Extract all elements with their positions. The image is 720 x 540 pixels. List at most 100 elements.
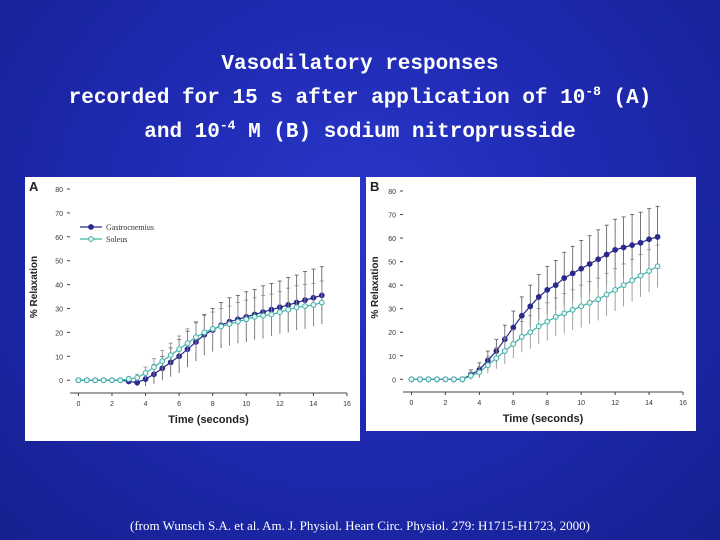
chart-a-soleus-point — [209, 325, 216, 332]
chart-b-soleus-point — [518, 334, 525, 340]
chart-b-soleus-point — [476, 369, 483, 376]
chart-a-soleus-point — [109, 377, 115, 384]
chart-b-soleus-point — [527, 329, 534, 336]
chart-a-soleus-point — [167, 352, 174, 359]
chart-b-soleus-point — [425, 376, 432, 383]
chart-a-ytick-label: 30 — [55, 307, 63, 314]
chart-b-soleus-point — [603, 291, 610, 298]
chart-a-soleus-point — [260, 312, 266, 319]
chart-b-gastrocnemius-point — [646, 236, 652, 243]
chart-b-xtick-label: 6 — [511, 400, 515, 407]
chart-b-soleus-point — [569, 306, 576, 313]
chart-b-gastrocnemius-point — [595, 256, 602, 263]
chart-a-soleus-point — [251, 313, 258, 320]
chart-a-ytick-label: 10 — [55, 354, 63, 361]
chart-b-xtick-label: 2 — [443, 400, 447, 407]
chart-b-ytick-label: 40 — [388, 283, 396, 290]
chart-a-soleus-point — [268, 311, 275, 318]
chart-a-xtick-label: 12 — [276, 401, 284, 408]
chart-a-xlabel: Time (seconds) — [168, 414, 249, 426]
chart-a-soleus-point — [176, 346, 183, 353]
chart-b-gastrocnemius-point — [544, 286, 551, 293]
chart-a-soleus-point — [243, 316, 250, 323]
citation: (from Wunsch S.A. et al. Am. J. Physiol.… — [130, 518, 590, 533]
chart-a-soleus-point — [117, 377, 124, 384]
chart-a-ytick-label: 70 — [55, 211, 63, 218]
chart-b-soleus-point — [417, 376, 423, 383]
chart-b-gastrocnemius-point — [578, 265, 585, 272]
chart-b-gastrocnemius-point — [612, 246, 619, 253]
chart-a-soleus-point — [318, 299, 325, 306]
chart-b-gastrocnemius-point — [518, 312, 525, 319]
chart-b-gastrocnemius-point — [654, 233, 661, 240]
chart-b-soleus-point — [578, 303, 585, 310]
chart-b-gastrocnemius-point — [535, 294, 542, 300]
chart-a-soleus-point — [293, 304, 300, 311]
chart-a-soleus-point — [92, 377, 99, 384]
chart-b-soleus-point — [535, 323, 542, 330]
chart-a-ytick-label: 0 — [59, 378, 63, 385]
chart-a-soleus-point — [226, 321, 233, 327]
chart-a-panel-label: A — [29, 179, 39, 194]
chart-a-soleus-point — [310, 302, 317, 308]
chart-b-svg: B 0 10 20 30 40 50 60 70 80 0 2 4 6 8 10 12 14 16 Time (sec… — [370, 179, 687, 425]
chart-a-legend-label-soleus: Soleus — [106, 235, 127, 244]
chart-b-soleus-point — [612, 286, 619, 293]
chart-b-ytick-label: 30 — [388, 307, 396, 314]
title-line-3-exponent: -4 — [219, 118, 236, 133]
chart-b-xtick-label: 0 — [410, 400, 414, 407]
chart-b-soleus-point — [586, 299, 593, 306]
chart-b-xlabel: Time (seconds) — [503, 413, 584, 425]
chart-a-xtick-label: 8 — [211, 401, 215, 408]
chart-b-ytick-label: 50 — [388, 260, 396, 267]
chart-a-xtick-label: 10 — [242, 401, 250, 408]
chart-b-xtick-label: 8 — [545, 400, 549, 407]
chart-b-gastrocnemius-point — [620, 244, 627, 251]
chart-b-xtick-label: 12 — [611, 400, 619, 407]
chart-b-ytick-label: 10 — [388, 354, 396, 361]
chart-b-soleus-point — [459, 376, 466, 383]
title-line-3-text: and 10 — [144, 121, 220, 144]
chart-b-gastrocnemius-point — [637, 239, 644, 246]
chart-a-gastrocnemius-line — [78, 294, 322, 384]
chart-a-soleus-point — [218, 323, 224, 330]
chart-a-ytick-label: 60 — [55, 235, 63, 242]
chart-b-soleus-line — [411, 265, 658, 380]
chart-b-soleus-point — [595, 296, 602, 303]
chart-b-gastrocnemius-point — [552, 282, 559, 289]
title-line-2: recorded for 15 s after application of 1… — [0, 82, 720, 116]
chart-a-xtick-label: 6 — [177, 401, 181, 408]
chart-a-xtick-label: 0 — [76, 401, 80, 408]
chart-b-soleus-point — [493, 355, 500, 362]
chart-b-xtick-label: 14 — [645, 400, 653, 407]
chart-b-soleus-point — [451, 376, 457, 383]
chart-a-soleus-point — [83, 377, 90, 384]
title-line-3: and 10-4 M (B) sodium nitroprusside — [0, 116, 720, 150]
chart-b-soleus-point — [620, 282, 627, 289]
chart-a-soleus-point — [151, 364, 157, 370]
chart-b-soleus-point — [544, 318, 551, 325]
chart-b-gastrocnemius-point — [603, 251, 610, 258]
title-line-1: Vasodilatory responses — [221, 53, 499, 76]
title-line-3-suffix: M (B) sodium nitroprusside — [235, 121, 576, 144]
chart-a-ylabel: % Relaxation — [29, 256, 40, 318]
chart-a-svg: A 0 10 20 30 40 50 60 70 80 0 2 4 6 8 10 12 14 16 Time (sec… — [29, 179, 351, 426]
slide-title: Vasodilatory responses recorded for 15 s… — [0, 48, 720, 150]
chart-a-xtick-label: 4 — [144, 401, 148, 408]
chart-b-soleus-point — [501, 348, 508, 354]
chart-b-ytick-label: 60 — [388, 236, 396, 243]
chart-b-soleus-point — [434, 376, 440, 383]
chart-a-soleus-point — [100, 377, 107, 384]
chart-a-soleus-point — [142, 370, 149, 376]
chart-b-panel-label: B — [370, 179, 379, 194]
chart-b-gastrocnemius-point — [569, 270, 576, 277]
chart-b-soleus-point — [552, 314, 559, 320]
chart-b-xtick-label: 16 — [679, 400, 687, 407]
chart-b-ylabel: % Relaxation — [370, 256, 381, 318]
chart-a-soleus-point — [134, 374, 141, 381]
title-line-2-text: recorded for 15 s after application of 1… — [68, 87, 586, 110]
chart-b-ytick-label: 20 — [388, 330, 396, 337]
chart-b-ytick-label: 0 — [392, 377, 396, 384]
title-line-2-suffix: (A) — [600, 87, 652, 110]
chart-b-ytick-label: 70 — [388, 213, 396, 220]
